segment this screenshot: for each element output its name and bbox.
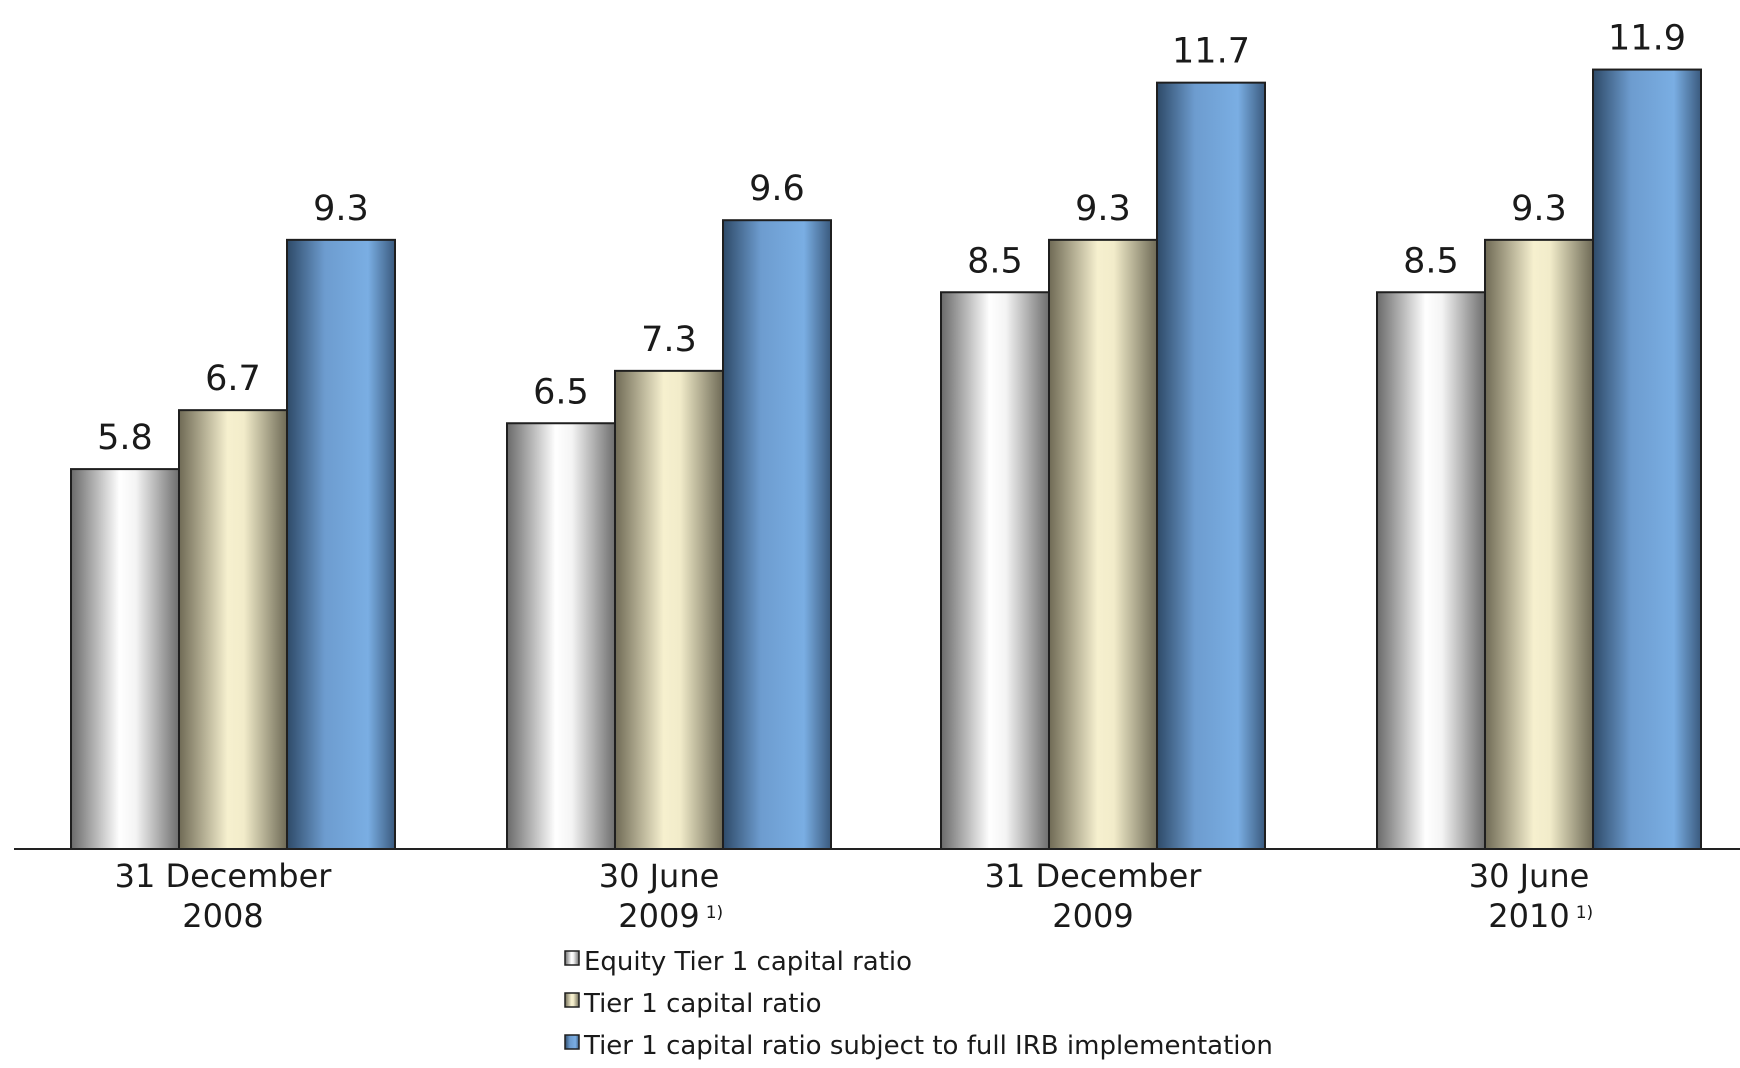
category-year-3: 2010 bbox=[1488, 897, 1569, 935]
bar-s2-c1 bbox=[722, 219, 832, 850]
data-label-s1-c1: 7.3 bbox=[641, 320, 697, 360]
category-year-1: 2009 bbox=[618, 897, 699, 935]
bar-s1-c2 bbox=[1048, 238, 1158, 851]
category-label-1: 30 June bbox=[599, 857, 720, 895]
category-label-3: 30 June bbox=[1469, 857, 1590, 895]
category-label-2: 31 December bbox=[985, 857, 1203, 895]
bar-s0-c0 bbox=[70, 468, 180, 850]
data-label-s0-c1: 6.5 bbox=[533, 372, 589, 412]
category-footnote-3: 1) bbox=[1576, 903, 1593, 923]
legend-label-2: Tier 1 capital ratio subject to full IRB… bbox=[583, 1031, 1273, 1061]
data-label-s1-c2: 9.3 bbox=[1075, 189, 1131, 229]
bar-s2-c3 bbox=[1592, 68, 1702, 851]
data-label-s0-c3: 8.5 bbox=[1403, 241, 1459, 281]
bar-s0-c2 bbox=[940, 291, 1050, 850]
data-label-s2-c2: 11.7 bbox=[1172, 32, 1250, 72]
bar-s0-c3 bbox=[1376, 291, 1486, 850]
bar-s2-c2 bbox=[1156, 81, 1266, 850]
bar-s1-c0 bbox=[178, 409, 288, 850]
data-label-s1-c0: 6.7 bbox=[205, 359, 261, 399]
category-year-2: 2009 bbox=[1052, 897, 1133, 935]
legend-label-1: Tier 1 capital ratio bbox=[583, 989, 822, 1019]
legend-swatch-0 bbox=[564, 950, 580, 966]
category-label-0: 31 December bbox=[115, 857, 333, 895]
data-label-s0-c2: 8.5 bbox=[967, 241, 1023, 281]
bar-s2-c0 bbox=[286, 238, 396, 851]
bar-s0-c1 bbox=[506, 422, 616, 850]
data-label-s0-c0: 5.8 bbox=[97, 418, 153, 458]
legend-item-1: Tier 1 capital ratio bbox=[564, 989, 822, 1019]
bar-s1-c1 bbox=[614, 369, 724, 850]
data-label-s2-c1: 9.6 bbox=[749, 169, 805, 209]
data-label-s1-c3: 9.3 bbox=[1511, 189, 1567, 229]
legend-swatch-2 bbox=[564, 1034, 580, 1050]
category-year-0: 2008 bbox=[182, 897, 263, 935]
data-label-s2-c0: 9.3 bbox=[313, 189, 369, 229]
legend-label-0: Equity Tier 1 capital ratio bbox=[584, 947, 912, 977]
category-footnote-1: 1) bbox=[706, 903, 723, 923]
legend-item-0: Equity Tier 1 capital ratio bbox=[564, 947, 912, 977]
legend-swatch-1 bbox=[564, 992, 580, 1008]
legend-item-2: Tier 1 capital ratio subject to full IRB… bbox=[564, 1031, 1273, 1061]
data-label-s2-c3: 11.9 bbox=[1608, 19, 1686, 59]
bar-s1-c3 bbox=[1484, 238, 1594, 851]
